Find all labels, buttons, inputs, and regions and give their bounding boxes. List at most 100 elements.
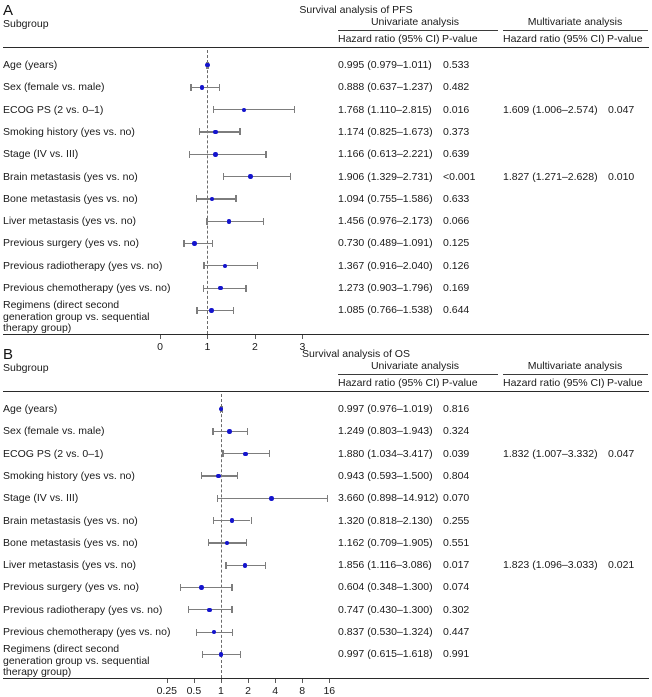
subgroup-label: ECOG PS (2 vs. 0–1) — [3, 103, 104, 116]
x-axis-tick — [220, 679, 222, 684]
hazard-ratio-point — [198, 585, 204, 590]
cell-univariate-p: 0.169 — [443, 282, 470, 294]
column-header-multivariate-hr: Hazard ratio (95% CI) — [503, 33, 605, 45]
confidence-interval-cap-high — [326, 494, 328, 502]
cell-univariate-p: 0.255 — [443, 514, 470, 527]
column-header-univariate-p: P-value — [442, 377, 478, 389]
cell-univariate-hr: 1.166 (0.613–2.221) — [338, 148, 433, 161]
cell-univariate-hr: 1.768 (1.110–2.815) — [338, 103, 432, 116]
x-axis-tick — [193, 679, 195, 684]
confidence-interval-cap-low — [203, 262, 205, 270]
subgroup-label: Brain metastasis (yes vs. no) — [3, 170, 138, 183]
x-axis-tick — [254, 335, 256, 340]
confidence-interval-cap-low — [202, 284, 205, 292]
cell-univariate-hr: 0.995 (0.979–1.011) — [338, 59, 432, 71]
cell-univariate-hr: 1.162 (0.709–1.905) — [338, 536, 433, 549]
cell-multivariate-hr: 1.823 (1.096–3.033) — [503, 559, 598, 572]
panel-letter-a: A — [3, 2, 14, 19]
confidence-interval-cap-low — [212, 427, 214, 435]
confidence-interval-cap-high — [250, 517, 252, 524]
x-axis-tick-label: 1 — [204, 341, 211, 354]
subgroup-label: Previous radiotherapy (yes vs. no) — [3, 259, 163, 272]
cell-univariate-p: 0.126 — [443, 259, 470, 272]
hazard-ratio-point — [224, 540, 230, 546]
panel-b: B Survival analysis of OS Univariate analy… — [0, 344, 652, 697]
confidence-interval-line — [202, 287, 246, 289]
x-axis-tick-label: 4 — [272, 685, 279, 697]
hazard-ratio-point — [209, 308, 214, 313]
cell-univariate-p: 0.017 — [443, 559, 470, 572]
confidence-interval-cap-low — [179, 583, 182, 591]
x-axis-tick-label: 2 — [252, 341, 258, 354]
hazard-ratio-point — [216, 473, 221, 479]
subgroup-label: Smoking history (yes vs. no) — [3, 469, 135, 482]
confidence-interval-cap-low — [212, 106, 214, 114]
hazard-ratio-point — [218, 652, 224, 657]
hazard-ratio-point — [213, 129, 219, 135]
confidence-interval-cap-high — [265, 150, 267, 158]
confidence-interval-cap-high — [246, 427, 249, 435]
confidence-interval-cap-high — [245, 284, 247, 292]
cell-univariate-hr: 1.906 (1.329–2.731) — [338, 170, 433, 183]
confidence-interval-cap-high — [289, 173, 291, 180]
hazard-ratio-point — [269, 496, 274, 501]
subgroup-label: Age (years) — [3, 403, 58, 415]
hazard-ratio-point — [211, 629, 217, 635]
x-axis-tick-label: 16 — [323, 685, 336, 697]
cell-univariate-p: 0.816 — [443, 403, 470, 415]
table-bottom-rule — [3, 334, 649, 336]
hazard-ratio-point — [199, 85, 205, 90]
subgroup-label: Age (years) — [3, 59, 58, 71]
confidence-interval-cap-low — [183, 239, 185, 247]
x-axis-tick-label: 0 — [157, 341, 163, 354]
subgroup-label: Bone metastasis (yes vs. no) — [3, 536, 138, 549]
hazard-ratio-point — [207, 607, 212, 613]
confidence-interval-cap-high — [218, 83, 220, 91]
confidence-interval-cap-high — [239, 650, 242, 658]
confidence-interval-cap-low — [189, 150, 191, 158]
cell-univariate-hr: 1.085 (0.766–1.538) — [338, 304, 433, 317]
confidence-interval-line — [183, 242, 212, 245]
confidence-interval-cap-low — [206, 217, 208, 225]
confidence-interval-line — [189, 153, 266, 155]
cell-univariate-p: 0.039 — [443, 447, 470, 460]
confidence-interval-cap-low — [200, 472, 202, 480]
hazard-ratio-point — [227, 429, 232, 434]
cell-univariate-p: 0.447 — [443, 626, 470, 638]
hazard-ratio-point — [222, 263, 228, 269]
panel-title-text: Survival analysis of PFS — [299, 4, 413, 16]
confidence-interval-cap-high — [231, 628, 234, 636]
subgroup-label: Previous surgery (yes vs. no) — [3, 237, 139, 250]
column-header-univariate-hr: Hazard ratio (95% CI) — [338, 33, 440, 45]
x-axis-tick — [302, 335, 304, 340]
hazard-ratio-point — [192, 241, 197, 246]
subgroup-label: Stage (IV vs. III) — [3, 148, 79, 161]
cell-univariate-p: 0.302 — [443, 603, 470, 616]
subgroup-label: Previous radiotherapy (yes vs. no) — [3, 603, 163, 616]
cell-univariate-hr: 1.094 (0.755–1.586) — [338, 192, 433, 205]
hazard-ratio-point — [204, 62, 210, 68]
confidence-interval-cap-low — [225, 561, 227, 569]
reference-line — [207, 50, 209, 335]
confidence-interval-line — [199, 131, 240, 133]
cell-multivariate-p: 0.010 — [608, 170, 635, 183]
subgroup-label: Stage (IV vs. III) — [3, 492, 79, 505]
group-header-rule-multivariate — [503, 374, 648, 375]
cell-univariate-hr: 1.249 (0.803–1.943) — [338, 425, 433, 438]
confidence-interval-cap-high — [233, 306, 235, 314]
subgroup-label: Previous chemotherapy (yes vs. no) — [3, 626, 171, 638]
panel-title: Survival analysis of OS — [0, 348, 652, 360]
x-axis-tick-label: 0.25 — [156, 685, 178, 697]
x-axis-tick-label: 8 — [299, 685, 306, 697]
cell-multivariate-hr: 1.832 (1.007–3.332) — [503, 447, 598, 460]
x-axis-line — [148, 338, 356, 339]
confidence-interval-line — [223, 176, 290, 178]
x-axis-tick-label: 3 — [299, 341, 306, 354]
confidence-interval-cap-high — [263, 217, 265, 225]
column-header-univariate-p: P-value — [442, 33, 478, 45]
cell-univariate-p: 0.373 — [443, 125, 470, 138]
cell-univariate-p: 0.070 — [443, 492, 470, 505]
confidence-interval-line — [179, 586, 232, 589]
cell-multivariate-p: 0.047 — [608, 447, 635, 460]
subgroup-label: Liver metastasis (yes vs. no) — [3, 559, 137, 572]
